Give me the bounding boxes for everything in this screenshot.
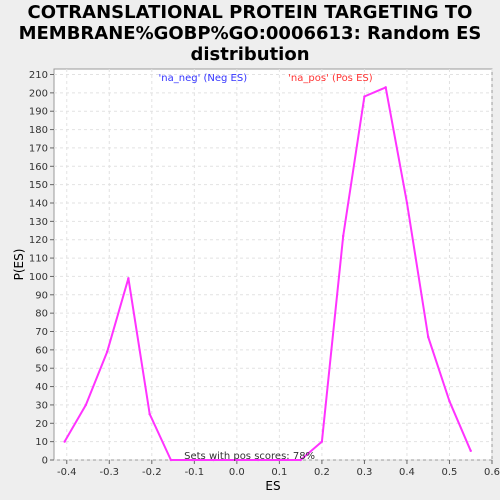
data-point bbox=[235, 458, 239, 462]
y-tick-label: 30 bbox=[35, 400, 48, 411]
data-point bbox=[427, 335, 430, 339]
y-tick-label: 0 bbox=[42, 456, 48, 467]
data-point bbox=[363, 95, 366, 98]
data-point bbox=[341, 234, 345, 238]
y-tick-label: 190 bbox=[29, 107, 48, 118]
y-tick-label: 90 bbox=[35, 290, 48, 301]
legend-neg-label: 'na_neg' (Neg ES) bbox=[159, 73, 248, 84]
series-line bbox=[63, 86, 472, 461]
x-tick-label: -0.1 bbox=[185, 467, 205, 478]
y-tick-label: 20 bbox=[35, 419, 48, 430]
y-tick-label: 180 bbox=[29, 125, 48, 136]
x-tick-label: 0.6 bbox=[484, 467, 500, 478]
y-axis-label: P(ES) bbox=[12, 249, 26, 281]
y-tick-label: 210 bbox=[29, 70, 48, 81]
y-tick-label: 50 bbox=[35, 364, 48, 375]
x-tick-label: 0.5 bbox=[442, 467, 458, 478]
chart-title-line-3: distribution bbox=[190, 44, 310, 65]
y-tick-label: 80 bbox=[35, 309, 48, 320]
grid bbox=[54, 69, 493, 461]
data-point bbox=[105, 350, 109, 353]
y-tick-label: 120 bbox=[29, 235, 48, 246]
series-group bbox=[63, 86, 472, 462]
data-point bbox=[127, 277, 130, 280]
y-tick-label: 10 bbox=[35, 437, 48, 448]
plot-area bbox=[53, 68, 493, 461]
chart-title-line-2: MEMBRANE%GOBP%GO:0006613: Random ES bbox=[18, 23, 482, 44]
y-tick-label: 110 bbox=[29, 254, 48, 265]
data-point bbox=[212, 458, 215, 462]
y-tick-label: 170 bbox=[29, 143, 48, 154]
y-tick-label: 40 bbox=[35, 382, 48, 393]
y-tick-label: 200 bbox=[29, 88, 48, 99]
data-point bbox=[299, 458, 302, 462]
y-axis-ticks: 0 10 20 30 40 50 60 70 80 90 100 110 120 130 140 150 160… bbox=[29, 70, 54, 467]
data-point bbox=[384, 86, 387, 89]
pos-scores-annotation: Sets with pos scores: 78% bbox=[184, 451, 315, 462]
data-point bbox=[191, 458, 194, 462]
y-tick-label: 150 bbox=[29, 180, 48, 191]
chart-title-line-1: COTRANSLATIONAL PROTEIN TARGETING TO bbox=[27, 2, 473, 23]
data-point bbox=[256, 458, 260, 462]
data-point bbox=[405, 201, 409, 205]
y-tick-label: 140 bbox=[29, 199, 48, 210]
data-point bbox=[448, 400, 451, 403]
data-point bbox=[84, 403, 88, 407]
data-point bbox=[278, 458, 281, 462]
y-tick-label: 70 bbox=[35, 327, 48, 338]
legend-pos-label: 'na_pos' (Pos ES) bbox=[288, 73, 373, 84]
y-tick-label: 160 bbox=[29, 162, 48, 173]
data-point bbox=[320, 440, 324, 443]
x-tick-label: 0.3 bbox=[356, 467, 372, 478]
data-point bbox=[169, 458, 173, 462]
x-tick-label: -0.4 bbox=[57, 467, 77, 478]
x-tick-label: 0.1 bbox=[271, 467, 287, 478]
chart-title: COTRANSLATIONAL PROTEIN TARGETING TO MEM… bbox=[0, 2, 500, 65]
data-point bbox=[469, 449, 472, 453]
y-tick-label: 60 bbox=[35, 345, 48, 356]
x-tick-label: -0.3 bbox=[100, 467, 120, 478]
x-tick-label: -0.2 bbox=[142, 467, 162, 478]
y-tick-label: 130 bbox=[29, 217, 48, 228]
x-tick-label: 0.0 bbox=[229, 467, 245, 478]
data-point bbox=[148, 412, 151, 416]
x-axis-label: ES bbox=[265, 479, 280, 493]
x-tick-label: 0.2 bbox=[314, 467, 330, 478]
data-point bbox=[63, 440, 66, 443]
x-axis-ticks: -0.4 -0.3 -0.2 -0.1 0.0 0.1 0.2 0.3 0.4 0.5 0.6 bbox=[57, 460, 500, 478]
y-tick-label: 100 bbox=[29, 272, 48, 283]
x-tick-label: 0.4 bbox=[399, 467, 415, 478]
